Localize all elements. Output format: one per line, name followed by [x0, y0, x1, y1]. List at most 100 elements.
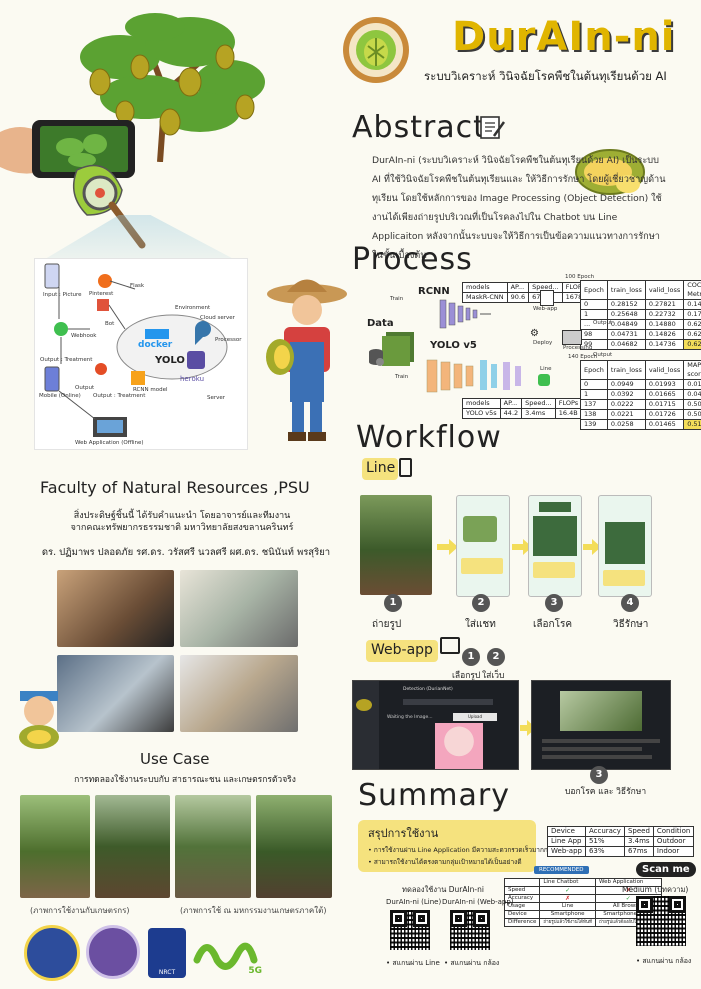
usecase-photo-3 [175, 795, 251, 898]
webapp-pc-icon [440, 637, 460, 654]
diagram-label-environment: Environment [175, 305, 211, 311]
notepad-icon [478, 114, 506, 140]
usecase-caption-2: (ภาพการใช้ ณ มหกรรมงานเกษตรภาคใต้) [180, 906, 327, 915]
team-photo-4 [180, 655, 298, 732]
webapp-heading-box: Web-app [366, 640, 438, 662]
web-screen-upload-button[interactable]: Upload [453, 713, 497, 721]
process-label-line: Line [540, 366, 552, 372]
webapp-step-label-3: บอกโรค และ วิธีรักษา [565, 787, 647, 797]
diagram-label-output-treatment-1: Output : Treatment [40, 357, 93, 363]
diagram-label-input: Input : Picture [43, 292, 82, 298]
app-subtitle: ระบบวิเคราะห์ วินิจฉัยโรคพืชในต้นทุเรียน… [424, 69, 667, 83]
faculty-line-2: จากคณะทรัพยากรธรรมชาติ มหาวิทยาลัยสงขลาน… [70, 523, 294, 533]
nrct-label: NRCT [158, 969, 176, 976]
diagram-label-webapp-offline: Web Application (Offline) [75, 440, 144, 446]
process-label-yolo: YOLO v5 [430, 340, 477, 351]
process-label-train1: Train [390, 296, 404, 302]
data-images [368, 330, 416, 368]
university-logo-2 [86, 925, 140, 979]
university-logo-1 [24, 925, 80, 981]
webapp-arrow [520, 720, 536, 736]
header-logo [340, 14, 412, 86]
qr-web-caption: • สแกนผ่าน กล้อง [444, 959, 500, 967]
chat-screen-step3 [528, 495, 582, 597]
webapp-step-number-3: 3 [590, 766, 608, 784]
summary-heading: Summary [358, 778, 510, 813]
recommended-badge: RECOMMENDED [534, 866, 589, 874]
step-number-1: 1 [384, 594, 402, 612]
line-app-icon [538, 374, 550, 386]
step-label-2: ใส่แชท [465, 619, 496, 630]
farmer-mascot-icon [10, 685, 68, 750]
diagram-label-processor: Processor [215, 337, 242, 343]
summary-bullet-1: • การใช้งานผ่าน Line Application มีความส… [368, 846, 556, 854]
docker-label: docker [138, 340, 173, 350]
team-photo-2 [180, 570, 298, 647]
faculty-line-1: สิ่งประดิษฐ์ชิ้นนี้ ได้รับคำแนะนำ โดยอาจ… [73, 511, 291, 521]
chat-screen-step2 [456, 495, 510, 597]
step-number-4: 4 [621, 594, 639, 612]
diagram-label-output: Output [75, 385, 95, 391]
app-title: DurAIn-ni [452, 14, 676, 60]
qr-code-line[interactable] [390, 910, 430, 950]
scan-me-badge: Scan me [636, 862, 696, 877]
webapp-screen-1: Detection (DurianNet) Waiting the Image.… [352, 680, 519, 770]
web-screen-waiting: Waiting the Image... [387, 715, 433, 720]
yolo-model-table: models AP... Speed... FLOPs YOLO v5s 44.2 3.4… [462, 398, 583, 419]
web-screen-title: Detection (DurianNet) [403, 687, 453, 692]
usecase-photo-1 [20, 795, 90, 898]
team-photo-3 [57, 655, 174, 732]
diagram-label-bot: Bot [105, 321, 115, 327]
line-heading: Line [366, 460, 396, 476]
workflow-photo-step1 [360, 495, 432, 595]
processing-device-icon [562, 330, 582, 345]
qr-code-webapp[interactable] [450, 910, 490, 950]
summary-subheading: สรุปการใช้งาน [368, 827, 439, 840]
line-phone-icon [399, 458, 412, 477]
step-number-2: 2 [472, 594, 490, 612]
webapp-step-label-1: เลือกรูป [452, 671, 481, 681]
usecase-photo-2 [95, 795, 170, 898]
step-label-1: ถ่ายรูป [372, 619, 402, 630]
abstract-heading: Abstract [352, 110, 486, 145]
qr-line-label: DurAIn-ni (Line) [386, 898, 442, 906]
diagram-label-output-treatment-2: Output : Treatment [93, 393, 146, 399]
phone-in-hand [0, 112, 140, 182]
diagram-label-cloud-server: Cloud server [200, 315, 235, 321]
process-label-rcnn: RCNN [418, 286, 450, 297]
usecase-photo-4 [256, 795, 332, 898]
yolo-network-graphic [425, 352, 535, 400]
webapp-heading: Web-app [371, 642, 433, 658]
webapp-step-number-1: 1 [462, 648, 480, 666]
compare-table: Line Chatbot Web Application Speed ✓ ✗ Accu… [503, 878, 662, 927]
process-label-train2: Train [395, 374, 409, 380]
medium-label: Medium (บทความ) [622, 885, 689, 894]
durian-tree-illustration [40, 12, 275, 163]
step-label-3: เลือกโรค [533, 619, 573, 630]
workflow-heading: Workflow [356, 420, 502, 455]
webapp-screen-2 [531, 680, 671, 770]
diagram-label-rcnn-model: RCNN model [133, 387, 168, 393]
summary-bullet-2: • สามารถใช้งานได้ตรงตามกลุ่มเป้าหมายได้เ… [368, 858, 522, 866]
workflow-arrow-1 [437, 539, 458, 555]
heroku-label: heroku [180, 375, 204, 383]
step-number-3: 3 [545, 594, 563, 612]
deploy-gear-icon: ⚙ [530, 328, 539, 339]
workflow-arrow-3 [583, 539, 601, 555]
medium-caption: • สแกนผ่าน กล้อง [636, 957, 692, 965]
process-label-epoch100: 100 Epoch [565, 274, 595, 280]
faculty-advisors: ดร. ปฏิมาพร ปลอดภัย รศ.ดร. วรัสศรี นวลศร… [41, 547, 331, 558]
qr-code-medium[interactable] [636, 896, 686, 946]
farmer-illustration [262, 272, 352, 447]
process-label-data: Data [367, 318, 394, 329]
abstract-text: DurAIn-ni (ระบบวิเคราะห์ วินิจฉัยโรคพืชใ… [372, 155, 666, 261]
process-label-webapp: Web-app [533, 306, 558, 312]
durian-fruit-illustration [570, 140, 652, 200]
tag-5g: 5G [248, 966, 262, 976]
webapp-icon [540, 290, 554, 306]
architecture-diagram: docker YOLO heroku Input : Picture Pinte… [34, 258, 248, 450]
summary-panel [358, 820, 536, 872]
qr-line-caption: • สแกนผ่าน Line [386, 959, 440, 967]
process-label-processing: Processing [563, 345, 593, 351]
